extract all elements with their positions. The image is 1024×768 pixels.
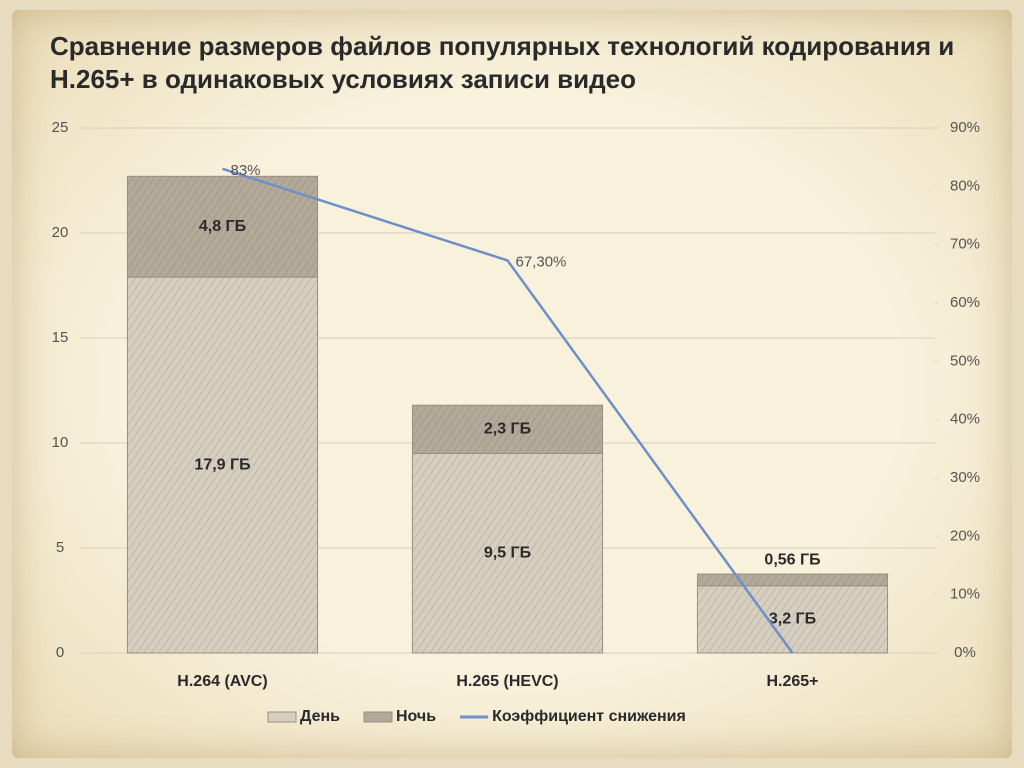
x-tick-label: H.265+: [766, 673, 818, 690]
legend-label: Коэффициент снижения: [492, 708, 686, 725]
line-label: 83%: [231, 162, 261, 179]
y2-tick-label: 30%: [950, 469, 980, 486]
y2-tick-label: 60%: [950, 294, 980, 311]
data-label: 2,3 ГБ: [484, 421, 531, 438]
y2-tick-label: 70%: [950, 236, 980, 253]
y2-tick-label: 50%: [950, 352, 980, 369]
x-tick-label: H.264 (AVC): [177, 673, 267, 690]
y-tick-label: 15: [52, 329, 69, 346]
y-tick-label: 5: [56, 539, 64, 556]
y-tick-label: 20: [52, 224, 69, 241]
y-tick-label: 10: [52, 434, 69, 451]
bar-texture: [127, 277, 318, 653]
bar-texture: [697, 574, 888, 586]
x-tick-label: H.265 (HEVC): [456, 673, 558, 690]
legend-label: Ночь: [396, 708, 436, 725]
y2-tick-label: 40%: [950, 411, 980, 428]
line-series: [222, 167, 794, 654]
bar-texture: [127, 176, 318, 278]
bar-texture: [697, 585, 888, 653]
y2-tick-label: 80%: [950, 177, 980, 194]
y2-tick-label: 0%: [954, 644, 976, 661]
data-label: 3,2 ГБ: [769, 611, 816, 628]
data-label: 9,5 ГБ: [484, 544, 531, 561]
legend-label: День: [300, 708, 340, 725]
y2-tick-label: 20%: [950, 527, 980, 544]
data-label: 17,9 ГБ: [194, 456, 250, 473]
data-label: 0,56 ГБ: [764, 551, 820, 568]
legend-swatch: [267, 711, 297, 723]
y-tick-label: 25: [52, 119, 69, 136]
data-label: 4,8 ГБ: [199, 218, 246, 235]
bar-texture: [412, 405, 603, 454]
y2-tick-label: 10%: [950, 586, 980, 603]
chart-title: Сравнение размеров файлов популярных тех…: [50, 31, 955, 94]
y-tick-label: 0: [56, 644, 64, 661]
legend-swatch: [363, 711, 393, 723]
line-label: 67,30%: [516, 253, 567, 270]
bar-texture: [412, 453, 603, 653]
y2-tick-label: 90%: [950, 119, 980, 136]
